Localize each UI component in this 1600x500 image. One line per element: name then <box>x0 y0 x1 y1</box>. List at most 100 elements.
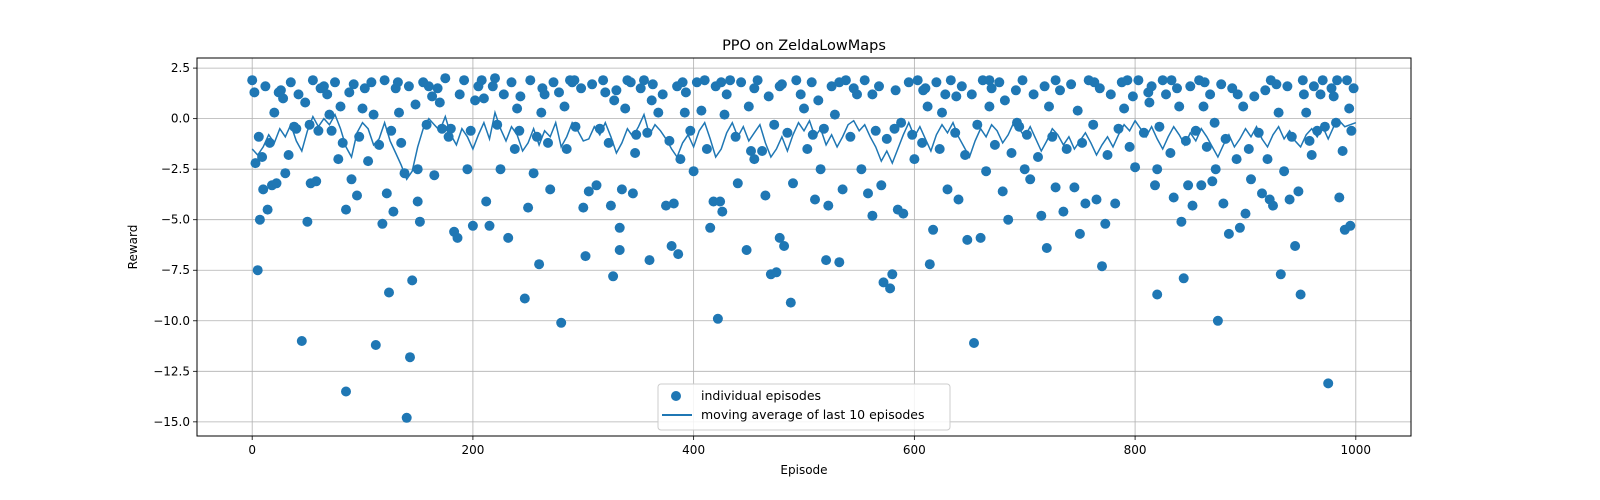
episode-point <box>341 386 351 397</box>
episode-point <box>1089 77 1100 88</box>
episode-point <box>293 89 304 100</box>
episode-point <box>889 123 900 134</box>
episode-point <box>653 107 664 118</box>
episode-point <box>1036 210 1047 221</box>
episode-point <box>903 77 914 88</box>
episode-point <box>600 87 611 98</box>
episode-point <box>1190 125 1201 136</box>
scatter-points-layer <box>247 73 1359 423</box>
episode-point <box>414 216 425 227</box>
episode-point <box>945 75 956 86</box>
episode-point <box>247 75 258 86</box>
episode-point <box>771 267 782 278</box>
episode-point <box>1337 146 1348 156</box>
y-tick-label: −7.5 <box>161 263 190 277</box>
episode-point <box>1110 198 1121 209</box>
episode-point <box>476 75 487 86</box>
episode-point <box>701 144 712 154</box>
episode-point <box>1304 135 1315 146</box>
episode-point <box>760 190 771 201</box>
episode-point <box>826 81 837 92</box>
episode-point <box>484 220 495 231</box>
episode-point <box>603 137 614 148</box>
episode-point <box>769 119 780 130</box>
episode-point <box>1100 218 1111 229</box>
x-tick-label: 1000 <box>1341 443 1372 457</box>
episode-point <box>934 144 945 154</box>
episode-point <box>785 297 796 308</box>
episode-point <box>788 178 798 189</box>
episode-point <box>283 150 294 160</box>
episode-point <box>569 75 580 86</box>
episode-point <box>1152 164 1163 175</box>
episode-point <box>253 131 264 142</box>
y-axis-title: Reward <box>126 225 140 270</box>
episode-point <box>412 164 423 175</box>
episode-point <box>736 77 747 88</box>
episode-point <box>302 216 313 227</box>
episode-point <box>942 184 953 195</box>
episode-point <box>594 123 605 134</box>
episode-point <box>896 117 907 128</box>
episode-point <box>815 164 826 175</box>
episode-point <box>1198 101 1209 112</box>
episode-point <box>691 77 702 88</box>
episode-point <box>1253 127 1264 138</box>
episode-point <box>953 194 964 205</box>
episode-point <box>782 127 793 138</box>
episode-point <box>392 77 403 88</box>
episode-point <box>1055 85 1065 96</box>
episode-point <box>1127 91 1138 102</box>
episode-point <box>721 89 732 100</box>
episode-point <box>673 249 684 260</box>
episode-point <box>434 97 445 108</box>
episode-point <box>357 103 368 114</box>
episode-point <box>887 269 898 280</box>
y-tick-label: −5.0 <box>161 213 190 227</box>
x-tick-label: 400 <box>682 443 705 457</box>
episode-point <box>876 180 887 191</box>
episode-point <box>763 91 774 102</box>
episode-point <box>960 150 971 160</box>
episode-point <box>909 154 920 165</box>
episode-point <box>668 198 679 209</box>
episode-point <box>918 85 929 96</box>
episode-point <box>680 87 691 98</box>
episode-point <box>548 77 559 88</box>
x-axis: 0 200 400 600 800 1000 <box>248 436 1371 457</box>
episode-point <box>344 87 355 98</box>
episode-point <box>1161 89 1171 100</box>
episode-point <box>1196 180 1207 191</box>
episode-point <box>1223 228 1234 239</box>
episode-point <box>907 129 918 140</box>
episode-point <box>1301 107 1312 118</box>
episode-point <box>260 81 271 92</box>
episode-point <box>806 77 817 88</box>
episode-point <box>1243 144 1254 154</box>
episode-point <box>1220 133 1231 144</box>
episode-point <box>300 97 311 108</box>
episode-point <box>661 200 671 211</box>
episode-point <box>1168 192 1179 203</box>
episode-point <box>543 137 553 148</box>
episode-point <box>525 75 536 86</box>
y-tick-label: −15.0 <box>153 415 190 429</box>
episode-point <box>534 259 545 270</box>
episode-point <box>774 81 785 92</box>
episode-point <box>799 103 809 114</box>
episode-point <box>528 168 539 179</box>
episode-point <box>559 101 570 112</box>
episode-point <box>1290 241 1301 251</box>
episode-point <box>999 95 1010 106</box>
legend-label-individual-episodes: individual episodes <box>701 388 821 403</box>
y-tick-label: −2.5 <box>161 162 190 176</box>
episode-point <box>940 89 951 100</box>
episode-point <box>1282 81 1293 92</box>
episode-point <box>1154 121 1165 132</box>
episode-point <box>1176 216 1187 227</box>
episode-point <box>994 77 1005 88</box>
episode-point <box>746 146 756 156</box>
episode-point <box>445 123 456 134</box>
episode-point <box>418 77 429 88</box>
episode-point <box>922 101 933 112</box>
